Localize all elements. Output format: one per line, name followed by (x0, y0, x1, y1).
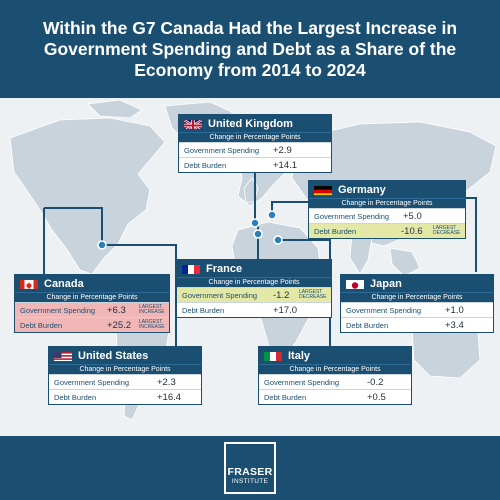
fraser-institute-logo[interactable]: FRASER INSTITUTE (224, 442, 276, 494)
us-debt-label: Debt Burden (54, 392, 97, 402)
uk-debt-row: Debt Burden +14.1 (179, 157, 331, 172)
japan-panel-header: Japan (341, 275, 493, 292)
japan-spending-value: +1.0 (445, 304, 464, 316)
france-debt-row: Debt Burden +17.0 (177, 302, 331, 317)
italy-debt-label: Debt Burden (264, 392, 307, 402)
germany-flag-icon (314, 184, 332, 195)
italy-spending-label: Government Spending (264, 377, 340, 387)
uk-spending-row: Government Spending +2.9 (179, 142, 331, 157)
france-spending-value: -1.2 (273, 289, 290, 301)
italy-location-dot (273, 235, 283, 245)
japan-debt-value: +3.4 (445, 319, 464, 331)
italy-spending-row: Government Spending -0.2 (259, 374, 411, 389)
us-spending-row: Government Spending +2.3 (49, 374, 201, 389)
uk-spending-value: +2.9 (273, 144, 292, 156)
canada-spending-note: LARGEST INCREASE (139, 303, 165, 315)
uk-subtitle: Change in Percentage Points (179, 132, 331, 142)
uk-location-dot (250, 218, 260, 228)
france-location-dot (253, 229, 263, 239)
japan-subtitle: Change in Percentage Points (341, 292, 493, 302)
logo-line-1: FRASER (227, 466, 273, 478)
france-panel-header: France (177, 260, 331, 277)
uk-debt-label: Debt Burden (184, 160, 227, 170)
italy-debt-value: +0.5 (367, 391, 386, 403)
title-banner: Within the G7 Canada Had the Largest Inc… (0, 0, 500, 98)
france-debt-value: +17.0 (273, 304, 298, 316)
us-debt-row: Debt Burden +16.4 (49, 389, 201, 404)
germany-debt-label: Debt Burden (314, 226, 357, 236)
canada-debt-label: Debt Burden (20, 320, 63, 330)
japan-spending-row: Government Spending +1.0 (341, 302, 493, 317)
canada-subtitle: Change in Percentage Points (15, 292, 169, 302)
germany-panel-header: Germany (309, 181, 465, 198)
japan-flag-icon (346, 278, 364, 289)
us-panel: United States Change in Percentage Point… (48, 346, 202, 405)
france-spending-label: Government Spending (182, 290, 258, 300)
germany-name: Germany (338, 183, 386, 196)
canada-debt-row: Debt Burden +25.2 LARGEST INCREASE (15, 317, 169, 332)
germany-connector-line (271, 201, 308, 215)
japan-panel: Japan Change in Percentage Points Govern… (340, 274, 494, 333)
canada-spending-value: +6.3 (107, 304, 126, 316)
uk-debt-value: +14.1 (273, 159, 298, 171)
us-flag-icon (54, 350, 72, 361)
logo-line-2: INSTITUTE (231, 478, 269, 485)
canada-debt-value: +25.2 (107, 319, 132, 331)
germany-debt-row: Debt Burden -10.6 LARGEST DECREASE (309, 223, 465, 238)
france-debt-label: Debt Burden (182, 305, 225, 315)
uk-flag-icon (184, 118, 202, 129)
japan-spending-label: Government Spending (346, 305, 422, 315)
us-spending-value: +2.3 (157, 376, 176, 388)
italy-flag-icon (264, 350, 282, 361)
canada-flag-icon (20, 278, 38, 289)
germany-location-dot (267, 210, 277, 220)
france-subtitle: Change in Percentage Points (177, 277, 331, 287)
germany-panel: Germany Change in Percentage Points Gove… (308, 180, 466, 239)
germany-debt-note: LARGEST DECREASE (433, 224, 461, 236)
italy-name: Italy (288, 349, 311, 362)
japan-debt-row: Debt Burden +3.4 (341, 317, 493, 332)
us-location-dot (97, 240, 107, 250)
us-subtitle: Change in Percentage Points (49, 364, 201, 374)
uk-spending-label: Government Spending (184, 145, 260, 155)
italy-panel-header: Italy (259, 347, 411, 364)
page-title: Within the G7 Canada Had the Largest Inc… (42, 17, 458, 80)
japan-name: Japan (370, 277, 402, 290)
france-spending-row: Government Spending -1.2 LARGEST DECREAS… (177, 287, 331, 302)
italy-panel: Italy Change in Percentage Points Govern… (258, 346, 412, 405)
uk-name: United Kingdom (208, 117, 293, 130)
us-debt-value: +16.4 (157, 391, 182, 403)
canada-spending-row: Government Spending +6.3 LARGEST INCREAS… (15, 302, 169, 317)
germany-subtitle: Change in Percentage Points (309, 198, 465, 208)
germany-spending-row: Government Spending +5.0 (309, 208, 465, 223)
uk-panel: United Kingdom Change in Percentage Poin… (178, 114, 332, 173)
canada-panel: Canada Change in Percentage Points Gover… (14, 274, 170, 333)
japan-debt-label: Debt Burden (346, 320, 389, 330)
france-name: France (206, 262, 243, 275)
france-spending-note: LARGEST DECREASE (299, 288, 327, 300)
germany-spending-value: +5.0 (403, 210, 422, 222)
france-panel: France Change in Percentage Points Gover… (176, 259, 332, 318)
canada-name: Canada (44, 277, 84, 290)
footer-banner: FRASER INSTITUTE (0, 436, 500, 500)
us-spending-label: Government Spending (54, 377, 130, 387)
france-flag-icon (182, 263, 200, 274)
italy-subtitle: Change in Percentage Points (259, 364, 411, 374)
canada-spending-label: Government Spending (20, 305, 96, 315)
germany-spending-label: Government Spending (314, 211, 390, 221)
germany-debt-value: -10.6 (401, 225, 423, 237)
us-panel-header: United States (49, 347, 201, 364)
canada-connector-line-2 (44, 207, 103, 245)
uk-panel-header: United Kingdom (179, 115, 331, 132)
italy-spending-value: -0.2 (367, 376, 384, 388)
canada-panel-header: Canada (15, 275, 169, 292)
italy-debt-row: Debt Burden +0.5 (259, 389, 411, 404)
canada-debt-note: LARGEST INCREASE (139, 318, 165, 330)
us-name: United States (78, 349, 149, 362)
